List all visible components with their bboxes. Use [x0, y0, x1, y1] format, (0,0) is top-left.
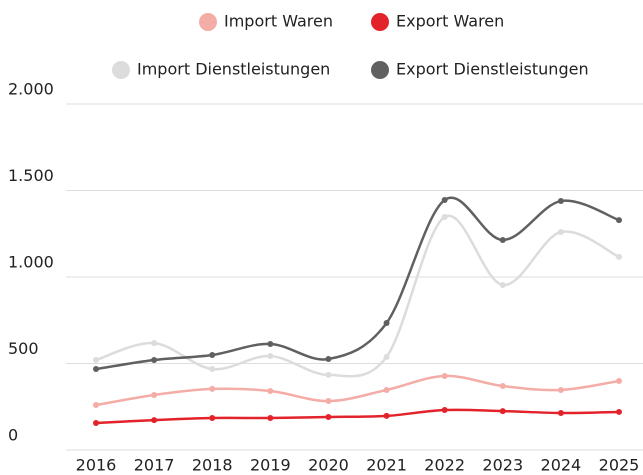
- y-tick-label: 500: [8, 339, 39, 358]
- legend-label: Import Dienstleistungen: [137, 60, 330, 79]
- line: [95, 408, 620, 425]
- point: [209, 366, 216, 373]
- legend-label: Export Dienstleistungen: [396, 60, 589, 79]
- x-tick-label: 2025: [599, 456, 640, 475]
- point: [383, 386, 390, 393]
- point: [93, 366, 99, 373]
- point: [383, 353, 390, 360]
- point: [209, 352, 216, 359]
- point: [325, 413, 332, 420]
- point: [499, 382, 506, 389]
- point: [93, 402, 99, 409]
- x-tick-label: 2021: [366, 456, 407, 475]
- x-tick-label: 2017: [134, 456, 175, 475]
- point: [616, 217, 622, 224]
- x-tick-label: 2018: [192, 456, 233, 475]
- point: [209, 414, 216, 421]
- point: [93, 357, 99, 364]
- point: [93, 420, 99, 427]
- point: [267, 414, 274, 421]
- point: [267, 353, 274, 360]
- line: [95, 374, 620, 407]
- legend-marker: [199, 13, 217, 31]
- legend-marker: [112, 61, 130, 79]
- point: [325, 398, 332, 405]
- point: [383, 412, 390, 419]
- point: [441, 197, 448, 204]
- point: [151, 357, 158, 364]
- point: [151, 340, 158, 347]
- line: [95, 196, 620, 371]
- point: [267, 340, 274, 347]
- point: [616, 408, 622, 415]
- point: [616, 377, 622, 384]
- legend-label: Import Waren: [224, 12, 333, 31]
- point: [383, 320, 390, 327]
- legend-marker: [371, 13, 389, 31]
- y-tick-label: 1.000: [8, 253, 54, 272]
- point: [209, 385, 216, 392]
- point: [499, 281, 506, 288]
- x-tick-label: 2020: [308, 456, 349, 475]
- point: [499, 408, 506, 415]
- y-tick-label: 1.500: [8, 166, 54, 185]
- point: [616, 253, 622, 260]
- point: [151, 391, 158, 398]
- point: [557, 386, 564, 393]
- point: [151, 417, 158, 424]
- y-tick-label: 0: [8, 426, 18, 445]
- legend-marker: [371, 61, 389, 79]
- x-tick-label: 2019: [250, 456, 291, 475]
- point: [557, 198, 564, 205]
- point: [557, 409, 564, 416]
- y-tick-label: 2.000: [8, 80, 54, 99]
- x-tick-label: 2023: [482, 456, 523, 475]
- x-tick-label: 2016: [76, 456, 117, 475]
- x-tick-label: 2024: [541, 456, 582, 475]
- line: [95, 214, 620, 378]
- point: [499, 236, 506, 243]
- point: [441, 407, 448, 414]
- point: [325, 356, 332, 363]
- point: [267, 388, 274, 395]
- point: [325, 371, 332, 378]
- point: [441, 372, 448, 379]
- point: [441, 213, 448, 220]
- x-tick-label: 2022: [424, 456, 465, 475]
- point: [557, 229, 564, 236]
- legend-label: Export Waren: [396, 12, 504, 31]
